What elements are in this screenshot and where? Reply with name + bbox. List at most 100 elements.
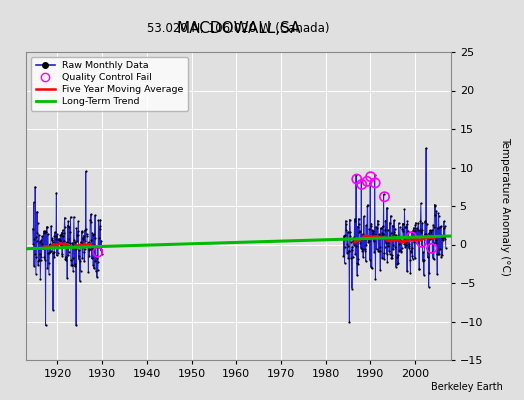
Point <box>69 268 78 274</box>
Point <box>375 244 384 251</box>
Point <box>428 245 436 252</box>
Point <box>91 212 99 218</box>
Point <box>47 235 56 242</box>
Point <box>357 176 365 182</box>
Point <box>387 230 395 236</box>
Point <box>36 251 44 257</box>
Point <box>44 250 52 256</box>
Point <box>428 232 436 238</box>
Point <box>423 220 431 227</box>
Point <box>39 244 48 251</box>
Point <box>381 226 389 233</box>
Point <box>351 251 359 258</box>
Point <box>416 234 424 240</box>
Point <box>365 226 374 232</box>
Point <box>398 244 406 251</box>
Point <box>56 236 64 243</box>
Point <box>29 225 37 232</box>
Point <box>89 262 97 268</box>
Point <box>342 218 350 224</box>
Point <box>82 168 90 174</box>
Point <box>67 262 75 268</box>
Point <box>372 232 380 238</box>
Point <box>427 234 435 241</box>
Point <box>350 238 358 244</box>
Point <box>384 243 392 249</box>
Point <box>34 262 42 268</box>
Point <box>42 224 51 230</box>
Point <box>406 234 414 240</box>
Point <box>421 230 430 237</box>
Point <box>42 229 50 236</box>
Point <box>384 226 392 233</box>
Point <box>409 256 417 262</box>
Point <box>83 242 92 248</box>
Point <box>410 224 418 231</box>
Point <box>51 242 59 248</box>
Point <box>34 258 42 264</box>
Point <box>340 234 348 241</box>
Point <box>439 225 447 231</box>
Point <box>64 218 72 224</box>
Point <box>418 239 426 245</box>
Point <box>350 234 358 240</box>
Point <box>367 222 375 229</box>
Point <box>36 238 44 245</box>
Point <box>384 240 392 246</box>
Point <box>41 257 49 263</box>
Point <box>75 253 84 259</box>
Point <box>403 268 411 275</box>
Point <box>55 236 63 242</box>
Point <box>423 254 432 260</box>
Point <box>64 249 73 255</box>
Point <box>96 217 104 223</box>
Point <box>389 228 398 235</box>
Point <box>67 214 75 220</box>
Point <box>61 257 70 263</box>
Point <box>74 228 82 235</box>
Point <box>344 255 353 262</box>
Point <box>437 223 445 229</box>
Point <box>371 180 379 186</box>
Point <box>369 230 377 236</box>
Point <box>442 244 450 251</box>
Point <box>362 242 370 248</box>
Point <box>418 220 427 226</box>
Point <box>95 244 103 251</box>
Point <box>398 220 407 227</box>
Point <box>37 254 46 260</box>
Point <box>38 233 47 240</box>
Point <box>388 252 396 259</box>
Point <box>369 238 378 244</box>
Point <box>383 258 391 265</box>
Point <box>72 225 81 232</box>
Point <box>86 216 94 223</box>
Point <box>407 245 416 251</box>
Point <box>353 272 362 278</box>
Point <box>343 250 351 256</box>
Point <box>38 245 47 252</box>
Point <box>43 231 52 238</box>
Point <box>433 225 442 231</box>
Point <box>406 256 414 263</box>
Point <box>42 244 50 250</box>
Point <box>377 225 385 231</box>
Point <box>383 204 391 211</box>
Point <box>433 271 441 277</box>
Point <box>96 223 104 230</box>
Point <box>435 224 444 230</box>
Point <box>73 232 81 238</box>
Point <box>62 239 71 245</box>
Point <box>411 255 419 262</box>
Point <box>29 240 38 247</box>
Point <box>376 267 385 273</box>
Point <box>50 249 58 255</box>
Point <box>342 227 350 233</box>
Point <box>380 250 389 256</box>
Point <box>30 236 39 242</box>
Point <box>415 266 423 272</box>
Point <box>72 322 80 328</box>
Point <box>63 275 71 281</box>
Point <box>30 250 39 257</box>
Point <box>428 227 436 234</box>
